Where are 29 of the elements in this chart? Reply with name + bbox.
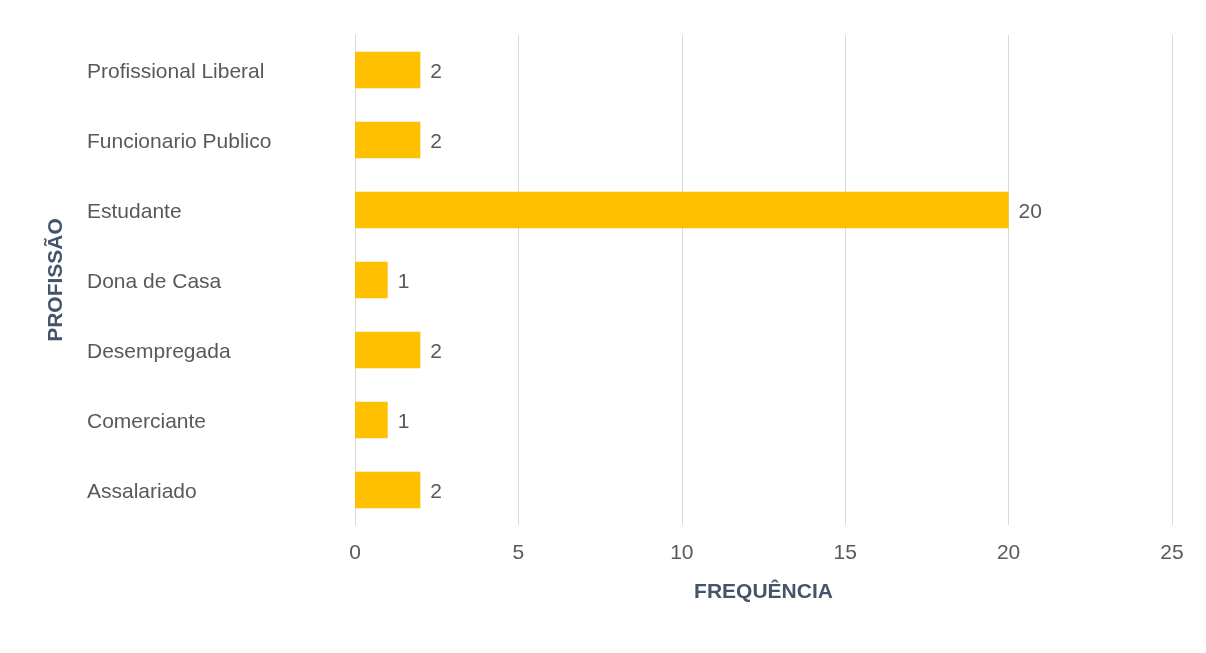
- bar: [355, 471, 421, 509]
- x-tick-label: 15: [833, 540, 857, 563]
- bar: [355, 51, 421, 89]
- y-axis-title: PROFISSÃO: [43, 218, 66, 342]
- bar: [355, 121, 421, 159]
- data-label: 2: [430, 478, 443, 502]
- y-tick-label: Desempregada: [87, 338, 231, 362]
- data-label: 1: [397, 268, 410, 292]
- y-tick-label: Estudante: [87, 198, 182, 222]
- x-tick-label: 5: [512, 540, 525, 563]
- bar: [355, 261, 388, 299]
- y-tick-label: Funcionario Publico: [87, 128, 272, 152]
- x-tick-label: 25: [1160, 540, 1184, 563]
- bar: [355, 191, 1009, 229]
- data-label: 1: [397, 408, 410, 432]
- y-tick-label: Assalariado: [87, 478, 197, 502]
- x-axis-title: FREQUÊNCIA: [694, 579, 833, 602]
- y-tick-label: Profissional Liberal: [87, 58, 265, 82]
- x-tick-label: 10: [670, 540, 694, 563]
- data-label: 2: [430, 338, 443, 362]
- y-tick-label: Comerciante: [87, 408, 207, 432]
- data-label: 20: [1018, 198, 1042, 222]
- x-tick-label: 20: [996, 540, 1021, 563]
- bar: [355, 401, 388, 439]
- x-tick-label: 0: [349, 540, 361, 563]
- y-tick-label: Dona de Casa: [87, 268, 222, 292]
- bar: [355, 331, 421, 369]
- data-label: 2: [430, 58, 443, 82]
- data-label: 2: [430, 128, 443, 152]
